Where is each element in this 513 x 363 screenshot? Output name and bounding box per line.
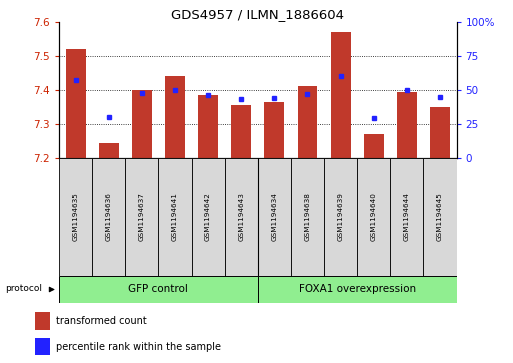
Bar <box>59 276 258 303</box>
Bar <box>264 102 284 158</box>
Bar <box>225 158 258 276</box>
Bar <box>258 158 291 276</box>
Text: GSM1194639: GSM1194639 <box>338 192 344 241</box>
Bar <box>92 158 125 276</box>
Bar <box>258 276 457 303</box>
Text: GSM1194642: GSM1194642 <box>205 192 211 241</box>
Text: FOXA1 overexpression: FOXA1 overexpression <box>299 285 416 294</box>
Bar <box>357 158 390 276</box>
Bar <box>331 32 350 158</box>
Bar <box>291 158 324 276</box>
Text: GSM1194641: GSM1194641 <box>172 192 178 241</box>
Bar <box>125 158 159 276</box>
Bar <box>66 49 86 158</box>
Title: GDS4957 / ILMN_1886604: GDS4957 / ILMN_1886604 <box>171 8 344 21</box>
Text: GSM1194634: GSM1194634 <box>271 192 278 241</box>
Bar <box>132 90 152 158</box>
Text: GSM1194644: GSM1194644 <box>404 192 410 241</box>
Bar <box>35 338 50 355</box>
Text: GSM1194636: GSM1194636 <box>106 192 112 241</box>
Text: GSM1194638: GSM1194638 <box>305 192 310 241</box>
Bar <box>231 105 251 158</box>
Bar <box>198 95 218 158</box>
Text: protocol: protocol <box>5 284 42 293</box>
Bar <box>423 158 457 276</box>
Bar <box>191 158 225 276</box>
Bar <box>324 158 357 276</box>
Text: GSM1194643: GSM1194643 <box>238 192 244 241</box>
Text: GSM1194640: GSM1194640 <box>371 192 377 241</box>
Text: percentile rank within the sample: percentile rank within the sample <box>55 342 221 352</box>
Bar <box>59 158 92 276</box>
Bar <box>298 86 318 158</box>
Bar <box>364 134 384 158</box>
Text: GFP control: GFP control <box>128 285 188 294</box>
Bar <box>390 158 423 276</box>
Bar <box>165 76 185 158</box>
Text: transformed count: transformed count <box>55 316 146 326</box>
Bar <box>159 158 191 276</box>
Bar <box>430 107 450 158</box>
Bar <box>35 312 50 330</box>
Text: GSM1194637: GSM1194637 <box>139 192 145 241</box>
Text: GSM1194645: GSM1194645 <box>437 192 443 241</box>
Bar <box>98 143 119 158</box>
Bar <box>397 91 417 158</box>
Text: GSM1194635: GSM1194635 <box>72 192 78 241</box>
